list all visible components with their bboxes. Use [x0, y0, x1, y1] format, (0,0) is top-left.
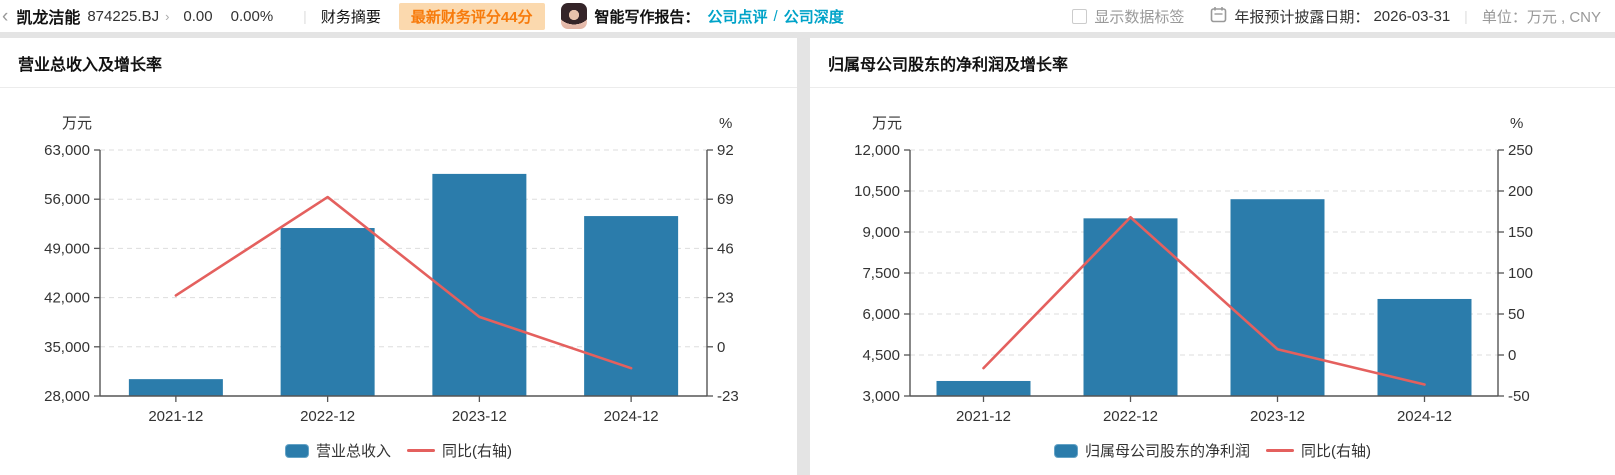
- svg-text:7,500: 7,500: [862, 265, 900, 282]
- svg-text:4,500: 4,500: [862, 347, 900, 364]
- legend-label: 营业总收入: [315, 443, 391, 460]
- top-header-bar: ‹ 凯龙洁能 874225.BJ › 0.00 0.00% | 财务摘要 最新财…: [0, 0, 1615, 32]
- revenue-growth-chart[interactable]: 28,000 35,000 42,000 49,000 56,000 63,000 -23 0…: [0, 88, 797, 433]
- svg-text:23: 23: [717, 290, 734, 307]
- svg-text:56,000: 56,000: [44, 191, 90, 208]
- stock-name: 凯龙洁能: [16, 10, 81, 27]
- svg-text:%: %: [719, 115, 732, 132]
- svg-text:-50: -50: [1508, 388, 1530, 405]
- svg-text:250: 250: [1508, 142, 1533, 159]
- svg-text:万元: 万元: [872, 115, 902, 132]
- bar-series-swatch: [284, 443, 309, 458]
- legend-label: 归属母公司股东的净利润: [1084, 443, 1250, 460]
- link-company-depth[interactable]: 公司深度: [783, 8, 844, 26]
- annual-report-date-label: 年报预计披露日期：: [1234, 8, 1370, 26]
- legend-label: 同比(右轴): [442, 443, 512, 460]
- chevron-right-icon[interactable]: ›: [165, 8, 170, 24]
- legend-item-yoy[interactable]: 同比(右轴): [407, 440, 512, 461]
- svg-text:2021-12: 2021-12: [148, 408, 203, 425]
- link-company-comment[interactable]: 公司点评: [707, 8, 768, 26]
- legend-item-yoy[interactable]: 同比(右轴): [1266, 440, 1371, 461]
- svg-text:3,000: 3,000: [862, 388, 900, 405]
- divider: |: [1464, 8, 1468, 24]
- revenue-chart-card: 营业总收入及增长率 28,000 35,000 42,000 49,000 56,000…: [0, 38, 797, 475]
- ai-writer-avatar: [560, 3, 587, 29]
- legend-label: 同比(右轴): [1301, 443, 1371, 460]
- ai-report-label: 智能写作报告：: [594, 8, 700, 26]
- svg-text:50: 50: [1508, 306, 1525, 323]
- menu-financial-summary[interactable]: 财务摘要: [320, 8, 381, 26]
- show-data-labels-label[interactable]: 显示数据标签: [1094, 8, 1185, 26]
- svg-text:69: 69: [717, 191, 734, 208]
- legend-item-revenue[interactable]: 营业总收入: [284, 440, 391, 461]
- net-profit-chart-card: 归属母公司股东的净利润及增长率 3,000 4,500 6,000 7,500 9,00…: [810, 38, 1615, 475]
- financial-score-badge[interactable]: 最新财务评分44分: [398, 2, 545, 30]
- svg-text:2024-12: 2024-12: [1397, 408, 1452, 425]
- net-profit-chart-legend: 归属母公司股东的净利润 同比(右轴): [810, 440, 1615, 461]
- svg-text:63,000: 63,000: [44, 142, 90, 159]
- show-data-labels-checkbox[interactable]: [1072, 8, 1088, 24]
- stock-code: 874225.BJ: [87, 7, 160, 25]
- stock-change-percent: 0.00%: [230, 7, 274, 25]
- revenue-chart-legend: 营业总收入 同比(右轴): [0, 440, 797, 461]
- svg-text:10,500: 10,500: [854, 183, 900, 200]
- svg-text:0: 0: [1508, 347, 1516, 364]
- svg-text:28,000: 28,000: [44, 388, 90, 405]
- svg-text:46: 46: [717, 240, 734, 257]
- svg-text:2022-12: 2022-12: [1103, 408, 1158, 425]
- svg-text:2023-12: 2023-12: [1250, 408, 1305, 425]
- svg-text:-23: -23: [717, 388, 739, 405]
- revenue-chart-title: 营业总收入及增长率: [0, 38, 797, 88]
- svg-text:12,000: 12,000: [854, 142, 900, 159]
- svg-text:150: 150: [1508, 224, 1533, 241]
- stock-price: 0.00: [183, 7, 213, 25]
- svg-text:2024-12: 2024-12: [604, 408, 659, 425]
- annual-report-date-value: 2026-03-31: [1373, 7, 1451, 25]
- bar-series-swatch: [1053, 443, 1078, 458]
- svg-text:万元: 万元: [62, 115, 92, 132]
- net-profit-chart-title: 归属母公司股东的净利润及增长率: [810, 38, 1615, 88]
- unit-label: 单位：万元 , CNY: [1481, 8, 1601, 26]
- svg-text:2023-12: 2023-12: [452, 408, 507, 425]
- line-series-swatch: [407, 448, 435, 453]
- svg-text:9,000: 9,000: [862, 224, 900, 241]
- svg-text:42,000: 42,000: [44, 290, 90, 307]
- svg-text:%: %: [1510, 115, 1523, 132]
- svg-text:200: 200: [1508, 183, 1533, 200]
- divider: |: [303, 8, 307, 24]
- svg-text:0: 0: [717, 339, 725, 356]
- net-profit-growth-chart[interactable]: 3,000 4,500 6,000 7,500 9,000 10,500 12,000 -50…: [810, 88, 1615, 433]
- svg-text:100: 100: [1508, 265, 1533, 282]
- svg-text:49,000: 49,000: [44, 240, 90, 257]
- svg-text:35,000: 35,000: [44, 339, 90, 356]
- back-icon[interactable]: ‹: [2, 5, 9, 27]
- line-series-swatch: [1266, 448, 1294, 453]
- svg-text:2022-12: 2022-12: [300, 408, 355, 425]
- link-separator: /: [773, 7, 778, 25]
- svg-text:6,000: 6,000: [862, 306, 900, 323]
- calendar-icon: [1210, 6, 1227, 27]
- legend-item-net-profit[interactable]: 归属母公司股东的净利润: [1053, 440, 1250, 461]
- svg-text:92: 92: [717, 142, 734, 159]
- svg-text:2021-12: 2021-12: [956, 408, 1011, 425]
